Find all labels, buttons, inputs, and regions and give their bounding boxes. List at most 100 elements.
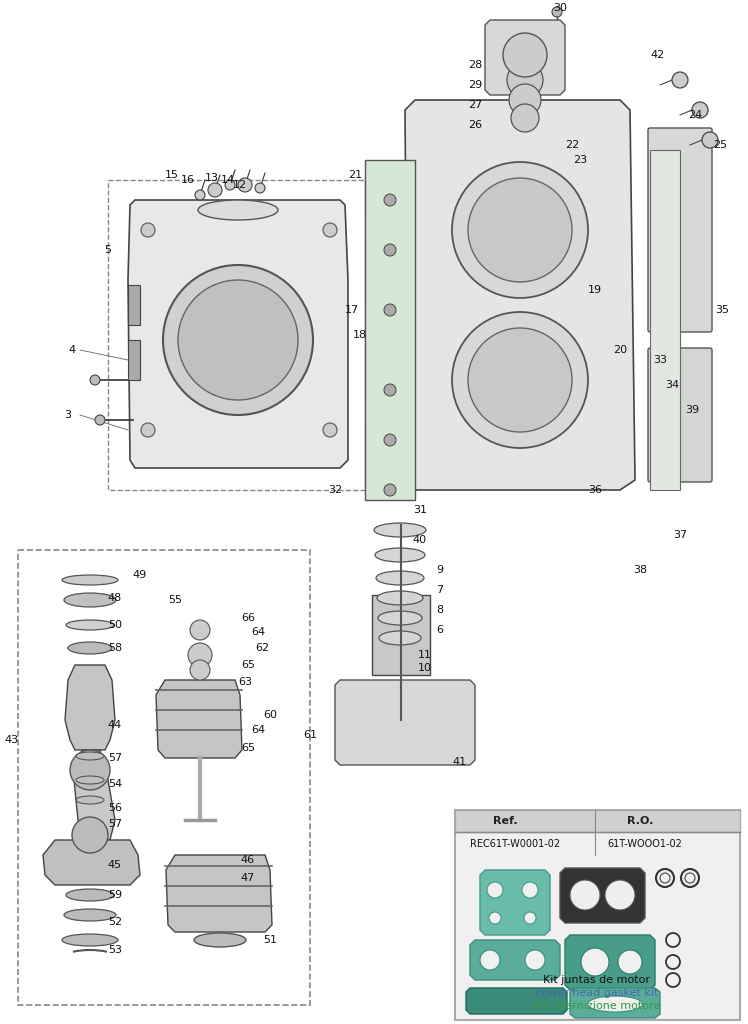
- Polygon shape: [470, 940, 560, 980]
- Circle shape: [384, 304, 396, 316]
- Circle shape: [468, 178, 572, 282]
- Text: 26: 26: [468, 120, 482, 130]
- Ellipse shape: [376, 571, 424, 585]
- Circle shape: [238, 178, 252, 193]
- Circle shape: [570, 880, 600, 910]
- Circle shape: [552, 7, 562, 17]
- Polygon shape: [74, 750, 115, 840]
- Circle shape: [188, 643, 212, 667]
- Ellipse shape: [64, 593, 116, 607]
- Text: 57: 57: [108, 819, 122, 829]
- Ellipse shape: [379, 631, 421, 645]
- Polygon shape: [565, 935, 655, 990]
- Polygon shape: [570, 988, 660, 1018]
- Circle shape: [581, 948, 609, 976]
- Circle shape: [507, 62, 543, 98]
- Ellipse shape: [374, 523, 426, 537]
- Circle shape: [163, 265, 313, 415]
- Text: 50: 50: [108, 620, 122, 630]
- Text: 16: 16: [181, 175, 195, 185]
- Circle shape: [525, 950, 545, 970]
- Circle shape: [255, 183, 265, 193]
- Text: 19: 19: [588, 285, 602, 295]
- Bar: [372, 595, 430, 675]
- Text: 4: 4: [68, 345, 76, 355]
- Text: Kit guarnizione motore: Kit guarnizione motore: [533, 1001, 660, 1011]
- Polygon shape: [156, 680, 242, 758]
- Text: 65: 65: [241, 743, 255, 753]
- Circle shape: [141, 423, 155, 437]
- Text: 48: 48: [108, 593, 122, 603]
- Text: 31: 31: [413, 505, 427, 515]
- Ellipse shape: [76, 796, 104, 804]
- Ellipse shape: [64, 909, 116, 921]
- Text: 20: 20: [613, 345, 627, 355]
- Text: 22: 22: [565, 140, 579, 150]
- Text: 51: 51: [263, 935, 277, 945]
- Text: 5: 5: [105, 245, 111, 255]
- Text: 28: 28: [468, 60, 482, 70]
- Text: 6: 6: [437, 625, 444, 635]
- Text: 58: 58: [108, 643, 122, 653]
- Circle shape: [178, 280, 298, 400]
- Text: 60: 60: [263, 710, 277, 720]
- Bar: [128, 340, 140, 380]
- Text: 25: 25: [713, 140, 727, 150]
- Text: 63: 63: [238, 677, 252, 687]
- Text: 54: 54: [108, 779, 122, 790]
- Ellipse shape: [377, 591, 423, 605]
- Text: 40: 40: [413, 535, 427, 545]
- Circle shape: [208, 183, 222, 197]
- Circle shape: [692, 102, 708, 118]
- Circle shape: [452, 162, 588, 298]
- Text: 35: 35: [715, 305, 729, 315]
- Ellipse shape: [198, 200, 278, 220]
- Ellipse shape: [194, 933, 246, 947]
- Text: 21: 21: [348, 170, 362, 180]
- Circle shape: [384, 384, 396, 396]
- Text: 14: 14: [221, 175, 235, 185]
- Ellipse shape: [62, 575, 118, 585]
- Text: 29: 29: [468, 80, 482, 90]
- Text: Ref.: Ref.: [493, 816, 518, 826]
- Text: 30: 30: [553, 3, 567, 13]
- Circle shape: [190, 660, 210, 680]
- Text: 12: 12: [233, 180, 247, 190]
- Circle shape: [323, 423, 337, 437]
- Polygon shape: [560, 868, 645, 923]
- Polygon shape: [650, 150, 680, 490]
- Text: 8: 8: [436, 605, 444, 615]
- Text: 64: 64: [251, 627, 265, 637]
- Text: 65: 65: [241, 660, 255, 670]
- Circle shape: [503, 33, 547, 77]
- Text: 44: 44: [108, 720, 122, 730]
- Circle shape: [605, 880, 635, 910]
- Text: 23: 23: [573, 155, 587, 165]
- Circle shape: [468, 328, 572, 432]
- Circle shape: [195, 190, 205, 200]
- Text: 33: 33: [653, 355, 667, 365]
- Text: 13: 13: [205, 173, 219, 183]
- Text: 62: 62: [255, 643, 269, 653]
- Text: 46: 46: [241, 855, 255, 865]
- Polygon shape: [405, 100, 635, 490]
- Text: 61T-WOOO1-02: 61T-WOOO1-02: [607, 839, 682, 849]
- Ellipse shape: [66, 889, 114, 901]
- Circle shape: [524, 912, 536, 924]
- Circle shape: [384, 484, 396, 496]
- Ellipse shape: [587, 996, 643, 1012]
- Text: 34: 34: [665, 380, 679, 390]
- Circle shape: [384, 244, 396, 256]
- Polygon shape: [166, 855, 272, 932]
- Text: R.O.: R.O.: [627, 816, 653, 826]
- Text: 45: 45: [108, 860, 122, 870]
- Text: 66: 66: [241, 613, 255, 623]
- Text: 38: 38: [633, 565, 647, 575]
- Circle shape: [141, 223, 155, 237]
- Ellipse shape: [378, 611, 422, 625]
- Text: 43: 43: [5, 735, 19, 745]
- Circle shape: [489, 912, 501, 924]
- Bar: [128, 285, 140, 325]
- Polygon shape: [43, 840, 140, 885]
- Text: 15: 15: [165, 170, 179, 180]
